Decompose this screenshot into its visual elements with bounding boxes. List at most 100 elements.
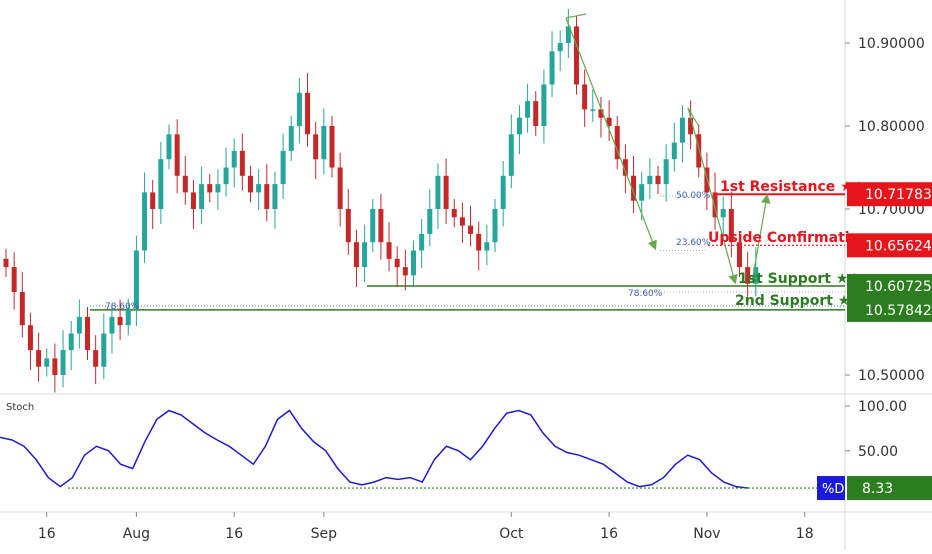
price-label-text: 10.60725 — [865, 279, 932, 295]
candle-body — [435, 175, 441, 209]
candle-body — [516, 117, 522, 135]
candle-body — [231, 150, 237, 168]
time-tick-label: 16 — [600, 526, 618, 542]
candle-body — [720, 209, 726, 218]
candle-body — [468, 225, 474, 234]
candle-body — [174, 134, 180, 176]
fib-label: 23.60% — [676, 238, 711, 248]
candle-body — [402, 267, 408, 276]
time-tick-label: Oct — [499, 526, 524, 542]
candle-body — [52, 358, 58, 375]
time-tick-label: 16 — [225, 526, 243, 542]
candle-body — [696, 134, 702, 168]
level-name-label: 1st Resistance ★★ — [720, 179, 865, 195]
candle-body — [85, 316, 90, 351]
candle-body — [36, 350, 42, 367]
candle-body — [345, 209, 351, 243]
candle-body — [451, 209, 457, 218]
candle-body — [296, 92, 302, 126]
candle-body — [753, 267, 759, 284]
candle-body — [679, 117, 685, 143]
candle-body — [329, 126, 335, 168]
candle-body — [419, 233, 425, 251]
candle-body — [190, 192, 196, 209]
candle-body — [622, 159, 628, 176]
candle-body — [215, 184, 221, 193]
candle-body — [370, 209, 376, 243]
candle-body — [182, 175, 188, 193]
candle-body — [411, 250, 416, 276]
price-label-box — [847, 297, 932, 322]
candle-body — [590, 109, 596, 111]
candle-body — [614, 126, 620, 160]
arrow-drawing — [751, 193, 771, 283]
arrow-drawing — [687, 107, 738, 285]
arrow-drawing — [565, 17, 657, 251]
candle-body — [541, 84, 547, 126]
stoch-value-label: 8.33 — [862, 481, 893, 497]
level-name-label: 1st Support ★★ — [738, 271, 861, 287]
stoch-tick-label: 100.00 — [858, 399, 907, 415]
time-tick-label: Aug — [123, 526, 150, 542]
arrow-drawing — [565, 13, 587, 19]
candle-body — [671, 142, 677, 160]
time-tick-label: Nov — [693, 526, 720, 542]
stoch-line — [0, 409, 749, 489]
candle-body — [443, 175, 449, 209]
candle-body — [44, 358, 50, 367]
candle-body — [93, 350, 99, 367]
candle-body — [19, 292, 25, 326]
candle-body — [199, 184, 205, 209]
candle-body — [68, 333, 74, 351]
candle-body — [582, 84, 588, 110]
candle-body — [565, 26, 571, 43]
candle-body — [386, 242, 392, 259]
candle-body — [313, 134, 319, 160]
candle-body — [492, 209, 498, 243]
candle-body — [248, 175, 253, 193]
candle-body — [337, 167, 343, 209]
candle-body — [60, 350, 66, 375]
fib-label: 50.00% — [676, 191, 711, 201]
candle-body — [728, 209, 734, 243]
candle-body — [639, 184, 645, 201]
candle-body — [574, 26, 579, 85]
candle-body — [484, 242, 490, 251]
candle-body — [3, 258, 9, 268]
candle-body — [631, 175, 637, 201]
candle-body — [459, 217, 465, 226]
candle-body — [272, 184, 278, 209]
candle-body — [264, 184, 270, 209]
level-name-label: 2nd Support ★★ — [735, 293, 863, 309]
candle-body — [109, 316, 115, 334]
candle-body — [11, 267, 17, 292]
candle-body — [737, 242, 742, 268]
candle-body — [125, 308, 131, 326]
candle-body — [533, 101, 539, 126]
candle-body — [288, 126, 294, 151]
stoch-tick-label: 50.00 — [858, 444, 898, 460]
price-tick-label: 10.90000 — [858, 36, 925, 52]
stoch-legend-label: %D — [822, 482, 844, 497]
candle-body — [166, 134, 172, 160]
candle-body — [557, 43, 563, 52]
candle-body — [427, 209, 433, 234]
time-tick-label: 18 — [796, 526, 814, 542]
candle-body — [101, 333, 107, 367]
candle-body — [207, 184, 213, 193]
candle-body — [158, 159, 164, 209]
price-tick-label: 10.50000 — [858, 368, 925, 384]
price-label-box — [847, 182, 932, 207]
candle-body — [117, 316, 123, 326]
time-tick-label: Sep — [311, 526, 338, 542]
price-label-text: 10.57842 — [865, 303, 932, 319]
candle-body — [223, 167, 229, 185]
candle-body — [606, 117, 612, 126]
price-tick-label: 10.80000 — [858, 119, 925, 135]
candle-body — [655, 175, 661, 185]
candle-body — [598, 109, 604, 118]
candle-body — [745, 267, 751, 284]
candle-body — [688, 117, 694, 135]
candle-body — [476, 233, 482, 251]
